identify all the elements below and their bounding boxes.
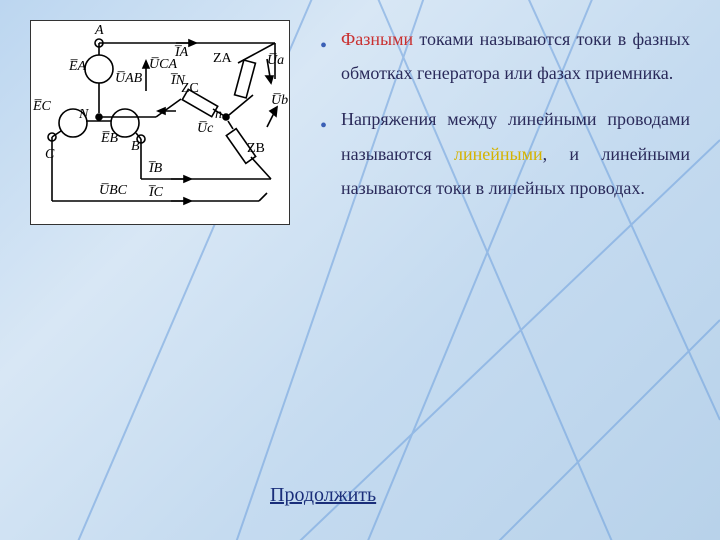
label-EC: E̅C: [33, 99, 51, 115]
label-ZC: ZC: [181, 81, 199, 97]
label-B: B: [131, 139, 140, 155]
bullet-icon: •: [320, 27, 327, 65]
label-IA: I̅A: [175, 45, 188, 61]
label-Uc: U̅c: [197, 121, 213, 137]
text-column: • Фазными токами называются токи в фазны…: [320, 20, 690, 480]
bullet-1-text: Фазными токами называются токи в фазных …: [341, 22, 690, 90]
circuit-diagram: A B C N n E̅A E̅B E̅C U̅AB U̅BC U̅CA I̅A…: [30, 20, 290, 225]
label-Ub: U̅b: [271, 93, 288, 109]
bullet-icon: •: [320, 107, 327, 145]
label-ZA: ZA: [213, 51, 232, 67]
label-Ua: U̅a: [267, 53, 284, 69]
label-EA: E̅A: [69, 59, 86, 75]
label-IB: I̅B: [149, 161, 162, 177]
bullet-1: • Фазными токами называются токи в фазны…: [320, 22, 690, 90]
label-UCA: U̅CA: [149, 57, 177, 73]
label-ZB: ZB: [247, 141, 265, 157]
slide-content: A B C N n E̅A E̅B E̅C U̅AB U̅BC U̅CA I̅A…: [0, 0, 720, 480]
bullet-2-text: Напряжения между линейными проводами наз…: [341, 102, 690, 205]
label-UAB: U̅AB: [115, 71, 142, 87]
label-n: n: [215, 107, 222, 123]
bullet-2: • Напряжения между линейными проводами н…: [320, 102, 690, 205]
label-A: A: [95, 23, 104, 39]
label-EB: E̅B: [101, 131, 118, 147]
continue-link[interactable]: Продолжить: [270, 484, 380, 507]
label-C: C: [45, 147, 54, 163]
label-IC: I̅C: [149, 185, 163, 201]
label-N: N: [79, 107, 88, 123]
label-UBC: U̅BC: [99, 183, 127, 199]
